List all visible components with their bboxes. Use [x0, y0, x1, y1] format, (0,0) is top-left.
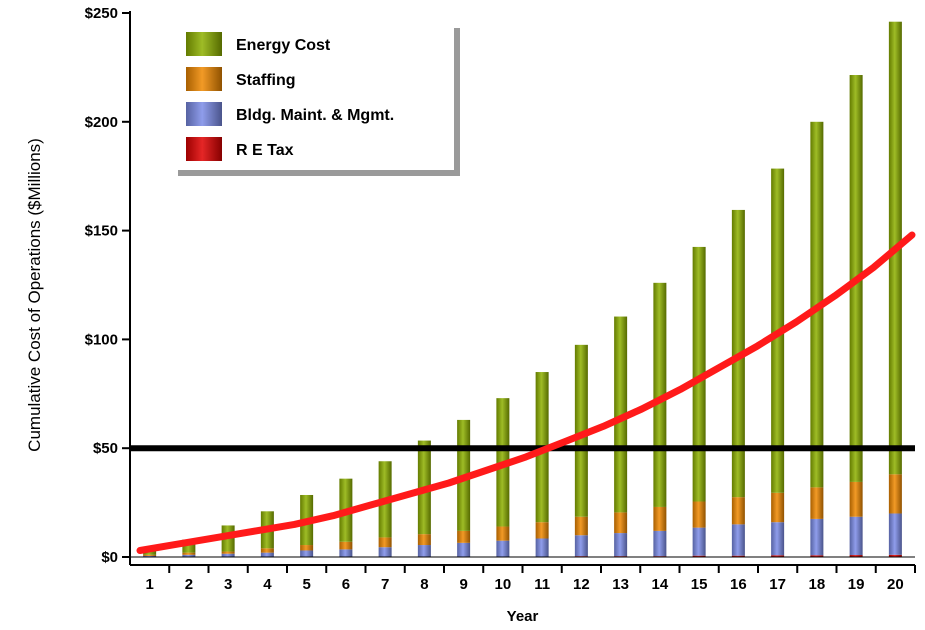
bar-segment	[888, 513, 902, 555]
legend-swatch	[186, 137, 222, 161]
x-tick-label: 4	[263, 576, 272, 593]
bar-segment	[417, 545, 431, 557]
bar-segment	[771, 555, 785, 557]
x-tick-label: 17	[769, 576, 786, 593]
bar-segment	[771, 522, 785, 556]
bar-segment	[731, 497, 745, 525]
bar-segment	[692, 246, 706, 502]
legend-swatch	[186, 32, 222, 56]
x-tick-label: 18	[809, 576, 826, 593]
bar-segment	[888, 474, 902, 514]
bar-segment	[378, 547, 392, 557]
bar-segment	[574, 535, 588, 557]
bar-segment	[417, 534, 431, 546]
x-tick-label: 9	[459, 576, 467, 593]
legend: Energy Cost Staffing Bldg. Maint. & Mgmt. R…	[172, 22, 460, 176]
bar-segment	[849, 481, 863, 517]
legend-label: R E Tax	[236, 142, 294, 159]
bar-segment	[496, 526, 510, 541]
y-tick-label: $0	[101, 549, 118, 566]
x-tick-label: 19	[848, 576, 865, 593]
y-tick-label: $50	[93, 440, 118, 457]
bar-segment	[692, 527, 706, 556]
bar-segment	[182, 554, 196, 557]
lines-layer	[130, 231, 916, 554]
x-tick-label: 2	[185, 576, 193, 593]
bar-segment	[457, 542, 471, 557]
bar-segment	[574, 516, 588, 536]
x-tick-label: 20	[887, 576, 904, 593]
bar-segment	[653, 530, 667, 557]
bar-segment	[771, 492, 785, 523]
bar-segment	[810, 487, 824, 519]
y-axis-title: Cumulative Cost of Operations ($Millions…	[25, 138, 44, 452]
legend-label: Bldg. Maint. & Mgmt.	[236, 107, 394, 124]
x-tick-label: 11	[534, 576, 550, 593]
bar-segment	[692, 555, 706, 557]
bar-segment	[221, 553, 235, 557]
legend-label: Energy Cost	[236, 37, 331, 54]
bar-segment	[143, 555, 157, 557]
legend-label: Staffing	[236, 72, 296, 89]
bar-segment	[614, 533, 628, 557]
x-axis-title: Year	[507, 608, 539, 625]
bar-segment	[653, 506, 667, 531]
bar-segment	[692, 501, 706, 528]
bar-segment	[143, 550, 157, 555]
bar-segment	[731, 555, 745, 557]
x-tick-label: 8	[420, 576, 428, 593]
bar-segment	[378, 537, 392, 548]
bar-segment	[849, 555, 863, 557]
bar-segment	[731, 524, 745, 556]
bar-segment	[810, 518, 824, 556]
x-tick-label: 7	[381, 576, 389, 593]
y-tick-label: $100	[85, 331, 118, 348]
x-tick-label: 16	[730, 576, 747, 593]
x-tick-label: 13	[612, 576, 629, 593]
bar-segment	[535, 538, 549, 557]
bar-segment	[300, 545, 314, 551]
bar-segment	[496, 540, 510, 557]
x-tick-label: 6	[342, 576, 350, 593]
y-tick-label: $150	[85, 223, 118, 240]
bar-segment	[574, 344, 588, 517]
bar-segment	[888, 554, 902, 557]
bar-segment	[221, 551, 235, 554]
y-tick-label: $250	[85, 5, 118, 22]
bar-segment	[260, 552, 274, 557]
bar-segment	[339, 541, 353, 550]
x-tick-label: 15	[691, 576, 708, 593]
bar-segment	[614, 512, 628, 534]
bar-segment	[260, 548, 274, 553]
bar-segment	[810, 555, 824, 557]
y-tick-label: $200	[85, 114, 118, 131]
x-tick-label: 14	[652, 576, 669, 593]
x-tick-label: 5	[302, 576, 310, 593]
x-tick-label: 10	[495, 576, 512, 593]
bar-segment	[300, 550, 314, 557]
legend-swatch	[186, 67, 222, 91]
bar-segment	[849, 516, 863, 556]
bar-segment	[339, 549, 353, 557]
bar-segment	[614, 316, 628, 513]
bar-segment	[535, 522, 549, 539]
legend-swatch	[186, 102, 222, 126]
bar-segment	[143, 554, 157, 556]
x-tick-label: 3	[224, 576, 232, 593]
bar-segment	[182, 552, 196, 555]
bar-segment	[457, 530, 471, 543]
trend-line	[136, 231, 916, 554]
x-tick-label: 1	[145, 576, 153, 593]
x-tick-label: 12	[573, 576, 590, 593]
